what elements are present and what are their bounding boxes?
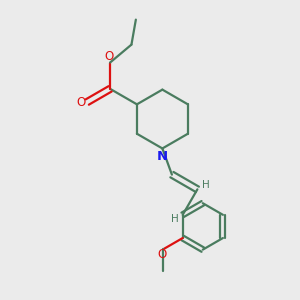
Text: N: N	[157, 150, 168, 163]
Text: H: H	[202, 180, 210, 190]
Text: O: O	[76, 95, 86, 109]
Text: O: O	[105, 50, 114, 64]
Text: O: O	[158, 248, 167, 261]
Text: H: H	[171, 214, 179, 224]
